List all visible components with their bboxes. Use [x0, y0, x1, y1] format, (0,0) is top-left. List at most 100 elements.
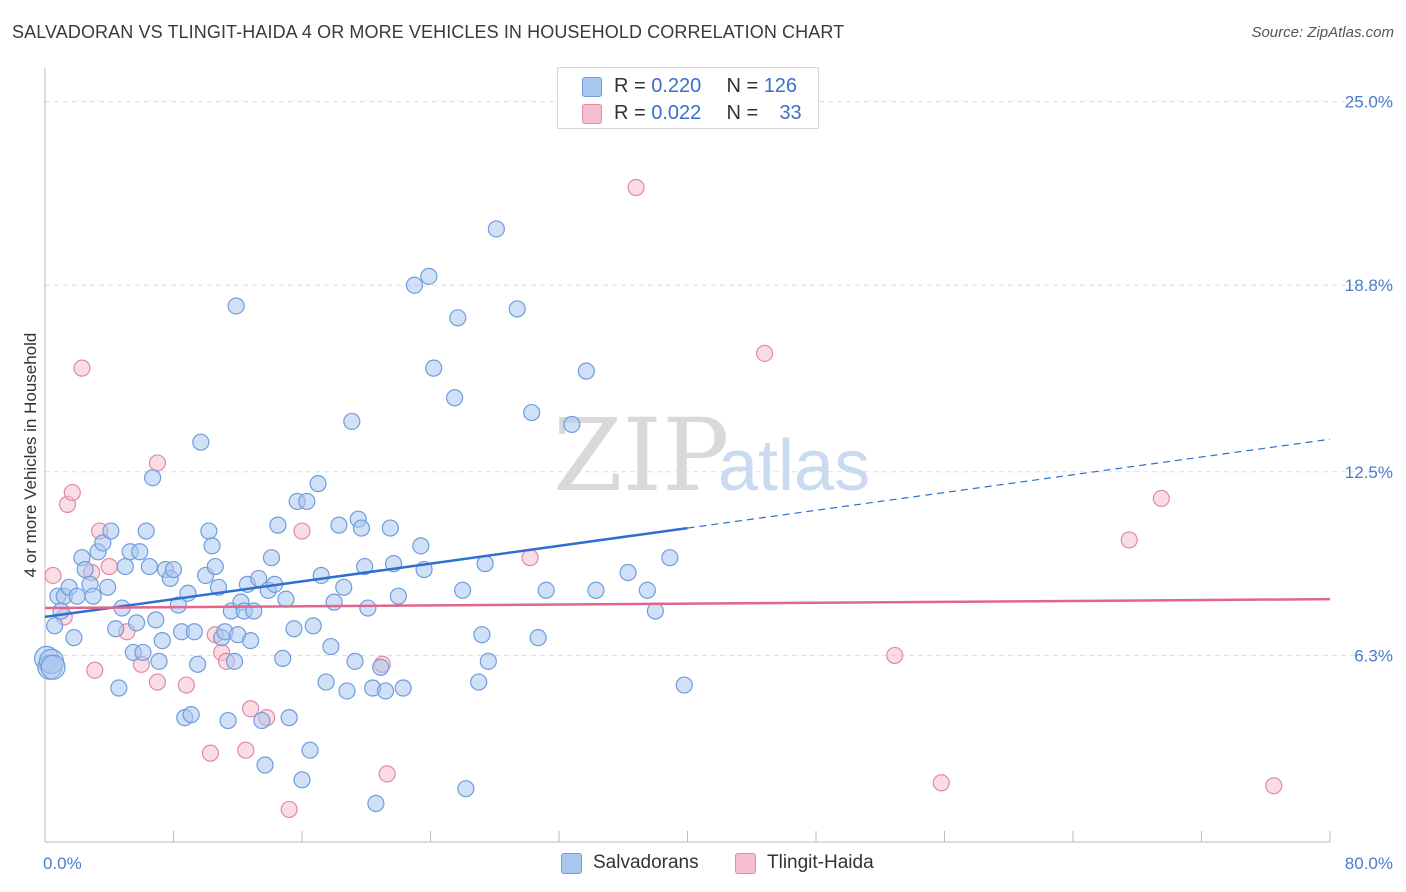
salvadoran-point: [330, 516, 348, 534]
salvadoran-point: [242, 632, 260, 650]
salvadoran-point: [107, 620, 125, 638]
tlingit-haida-point: [293, 522, 311, 540]
salvadoran-point: [110, 679, 128, 697]
x-tick-label: 80.0%: [1345, 854, 1393, 873]
salvadoran-point: [274, 649, 292, 667]
salvadoran-point: [587, 581, 605, 599]
salvadoran-point: [131, 543, 149, 561]
salvadoran-point: [359, 599, 377, 617]
legend-r-label: R =: [614, 75, 652, 97]
salvadoran-point: [372, 658, 390, 676]
salvadoran-point: [225, 652, 244, 670]
salvadoran-point: [65, 629, 83, 647]
salvadoran-point: [356, 557, 374, 576]
watermark: ZIP atlas: [553, 397, 870, 514]
salvadoran-point: [470, 673, 488, 691]
gridlines: [45, 101, 1392, 656]
legend-r-value: 0.220: [651, 75, 702, 97]
legend-r-label: R =: [614, 102, 652, 124]
salvadoran-point: [563, 415, 581, 434]
salvadoran-point: [376, 682, 395, 700]
salvadoran-point: [200, 522, 218, 540]
salvadoran-trend-extension: [687, 438, 1331, 529]
tlingit-haida-point: [201, 744, 220, 762]
tlingit-haida-point: [280, 800, 298, 819]
salvadoran-point: [206, 557, 224, 576]
source-label: Source: ZipAtlas.com: [1251, 24, 1394, 41]
y-tick-label: 25.0%: [1345, 93, 1393, 112]
salvadoran-point: [405, 276, 424, 294]
tlingit-haida-point: [148, 673, 167, 691]
salvadoran-point: [46, 617, 64, 635]
legend-swatch-blue: [561, 853, 582, 874]
tlingit-haida-point: [148, 454, 167, 472]
correlation-legend: R = 0.220 N = 126 R = 0.022 N = 33: [557, 67, 819, 129]
salvadoran-point: [298, 492, 316, 511]
salvadoran-point: [537, 581, 555, 599]
salvadoran-point: [219, 711, 237, 730]
watermark-zip: ZIP: [553, 397, 729, 514]
tlingit-haida-point: [1152, 489, 1170, 508]
salvadoran-point: [68, 587, 86, 605]
salvadoran-point: [325, 593, 343, 611]
tlingit-haida-point: [1265, 777, 1283, 795]
tlingit-haida-point: [627, 178, 645, 197]
salvadoran-point: [322, 637, 340, 656]
y-tick-label: 6.3%: [1354, 646, 1393, 665]
y-axis-title: 4 or more Vehicles in Household: [21, 333, 40, 578]
salvadoran-point: [293, 771, 311, 789]
salvadoran-point: [140, 557, 159, 576]
salvadoran-point: [454, 581, 472, 599]
salvadoran-point: [253, 711, 271, 730]
salvadoran-point: [352, 519, 371, 537]
salvadoran-point: [40, 654, 66, 680]
tlingit-haida-point: [237, 741, 255, 759]
axes: [44, 68, 1331, 843]
x-tick-label: 0.0%: [43, 854, 82, 873]
trend-lines: [44, 438, 1331, 619]
salvadoran-point: [661, 549, 679, 567]
tlingit-haida-point: [86, 661, 104, 679]
salvadoran-point: [473, 626, 491, 644]
legend-n-label: N =: [726, 75, 764, 97]
tlingit-haida-point: [755, 344, 774, 362]
salvadoran-point: [312, 566, 330, 585]
legend-swatch-pink: [735, 853, 756, 874]
salvadoran-point: [304, 617, 322, 635]
salvadoran-point: [285, 620, 303, 638]
salvadoran-point: [425, 359, 443, 377]
salvadoran-point: [529, 629, 547, 647]
legend-swatch-pink: [582, 104, 602, 124]
salvadoran-point: [394, 679, 412, 697]
tlingit-haida-point: [44, 566, 62, 585]
salvadoran-point: [675, 676, 693, 694]
tlingit-haida-point: [521, 549, 539, 567]
salvadoran-point: [192, 433, 210, 451]
salvadoran-point: [280, 709, 298, 727]
y-tick-label: 18.8%: [1345, 276, 1393, 295]
salvadoran-point: [182, 706, 200, 724]
tlingit-haida-point: [73, 359, 91, 377]
legend-n-value: 126: [763, 75, 798, 97]
salvadoran-point: [317, 673, 335, 691]
salvadoran-point: [203, 537, 221, 555]
salvadoran-point: [188, 655, 207, 673]
salvadoran-point: [99, 578, 117, 596]
legend-n-value: 33: [779, 102, 802, 124]
salvadoran-point: [449, 309, 467, 327]
legend-swatch-blue: [582, 77, 602, 97]
salvadoran-point: [301, 741, 319, 759]
salvadoran-point: [227, 297, 245, 315]
salvadoran-point: [147, 611, 165, 629]
salvadoran-point: [343, 412, 361, 431]
salvadoran-point: [346, 652, 364, 670]
tlingit-haida-point: [63, 483, 81, 502]
salvadoran-point: [420, 267, 438, 285]
tlingit-haida-point: [378, 765, 396, 783]
salvadoran-point: [338, 682, 356, 700]
salvadoran-point: [169, 596, 187, 614]
salvadoran-point: [262, 549, 281, 567]
salvadoran-point: [479, 652, 497, 670]
x-tick-labels: 0.0% 80.0%: [43, 854, 1393, 873]
